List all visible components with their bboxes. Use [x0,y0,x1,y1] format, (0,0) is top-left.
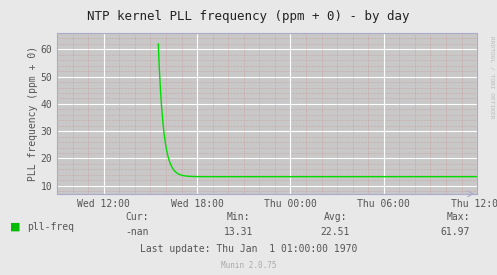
Text: Munin 2.0.75: Munin 2.0.75 [221,260,276,270]
Text: Min:: Min: [227,212,250,222]
Text: ■: ■ [10,222,20,232]
Text: 13.31: 13.31 [224,227,253,237]
Text: RRDTOOL / TOBI OETIKER: RRDTOOL / TOBI OETIKER [490,36,495,118]
Text: NTP kernel PLL frequency (ppm + 0) - by day: NTP kernel PLL frequency (ppm + 0) - by … [87,10,410,23]
Text: Avg:: Avg: [324,212,347,222]
Text: 61.97: 61.97 [440,227,470,237]
Text: Cur:: Cur: [125,212,149,222]
Text: Last update: Thu Jan  1 01:00:00 1970: Last update: Thu Jan 1 01:00:00 1970 [140,244,357,254]
Text: 22.51: 22.51 [321,227,350,237]
Text: Max:: Max: [446,212,470,222]
Text: -nan: -nan [125,227,149,237]
Y-axis label: PLL frequency (ppm + 0): PLL frequency (ppm + 0) [28,46,38,181]
Text: pll-freq: pll-freq [27,222,75,232]
